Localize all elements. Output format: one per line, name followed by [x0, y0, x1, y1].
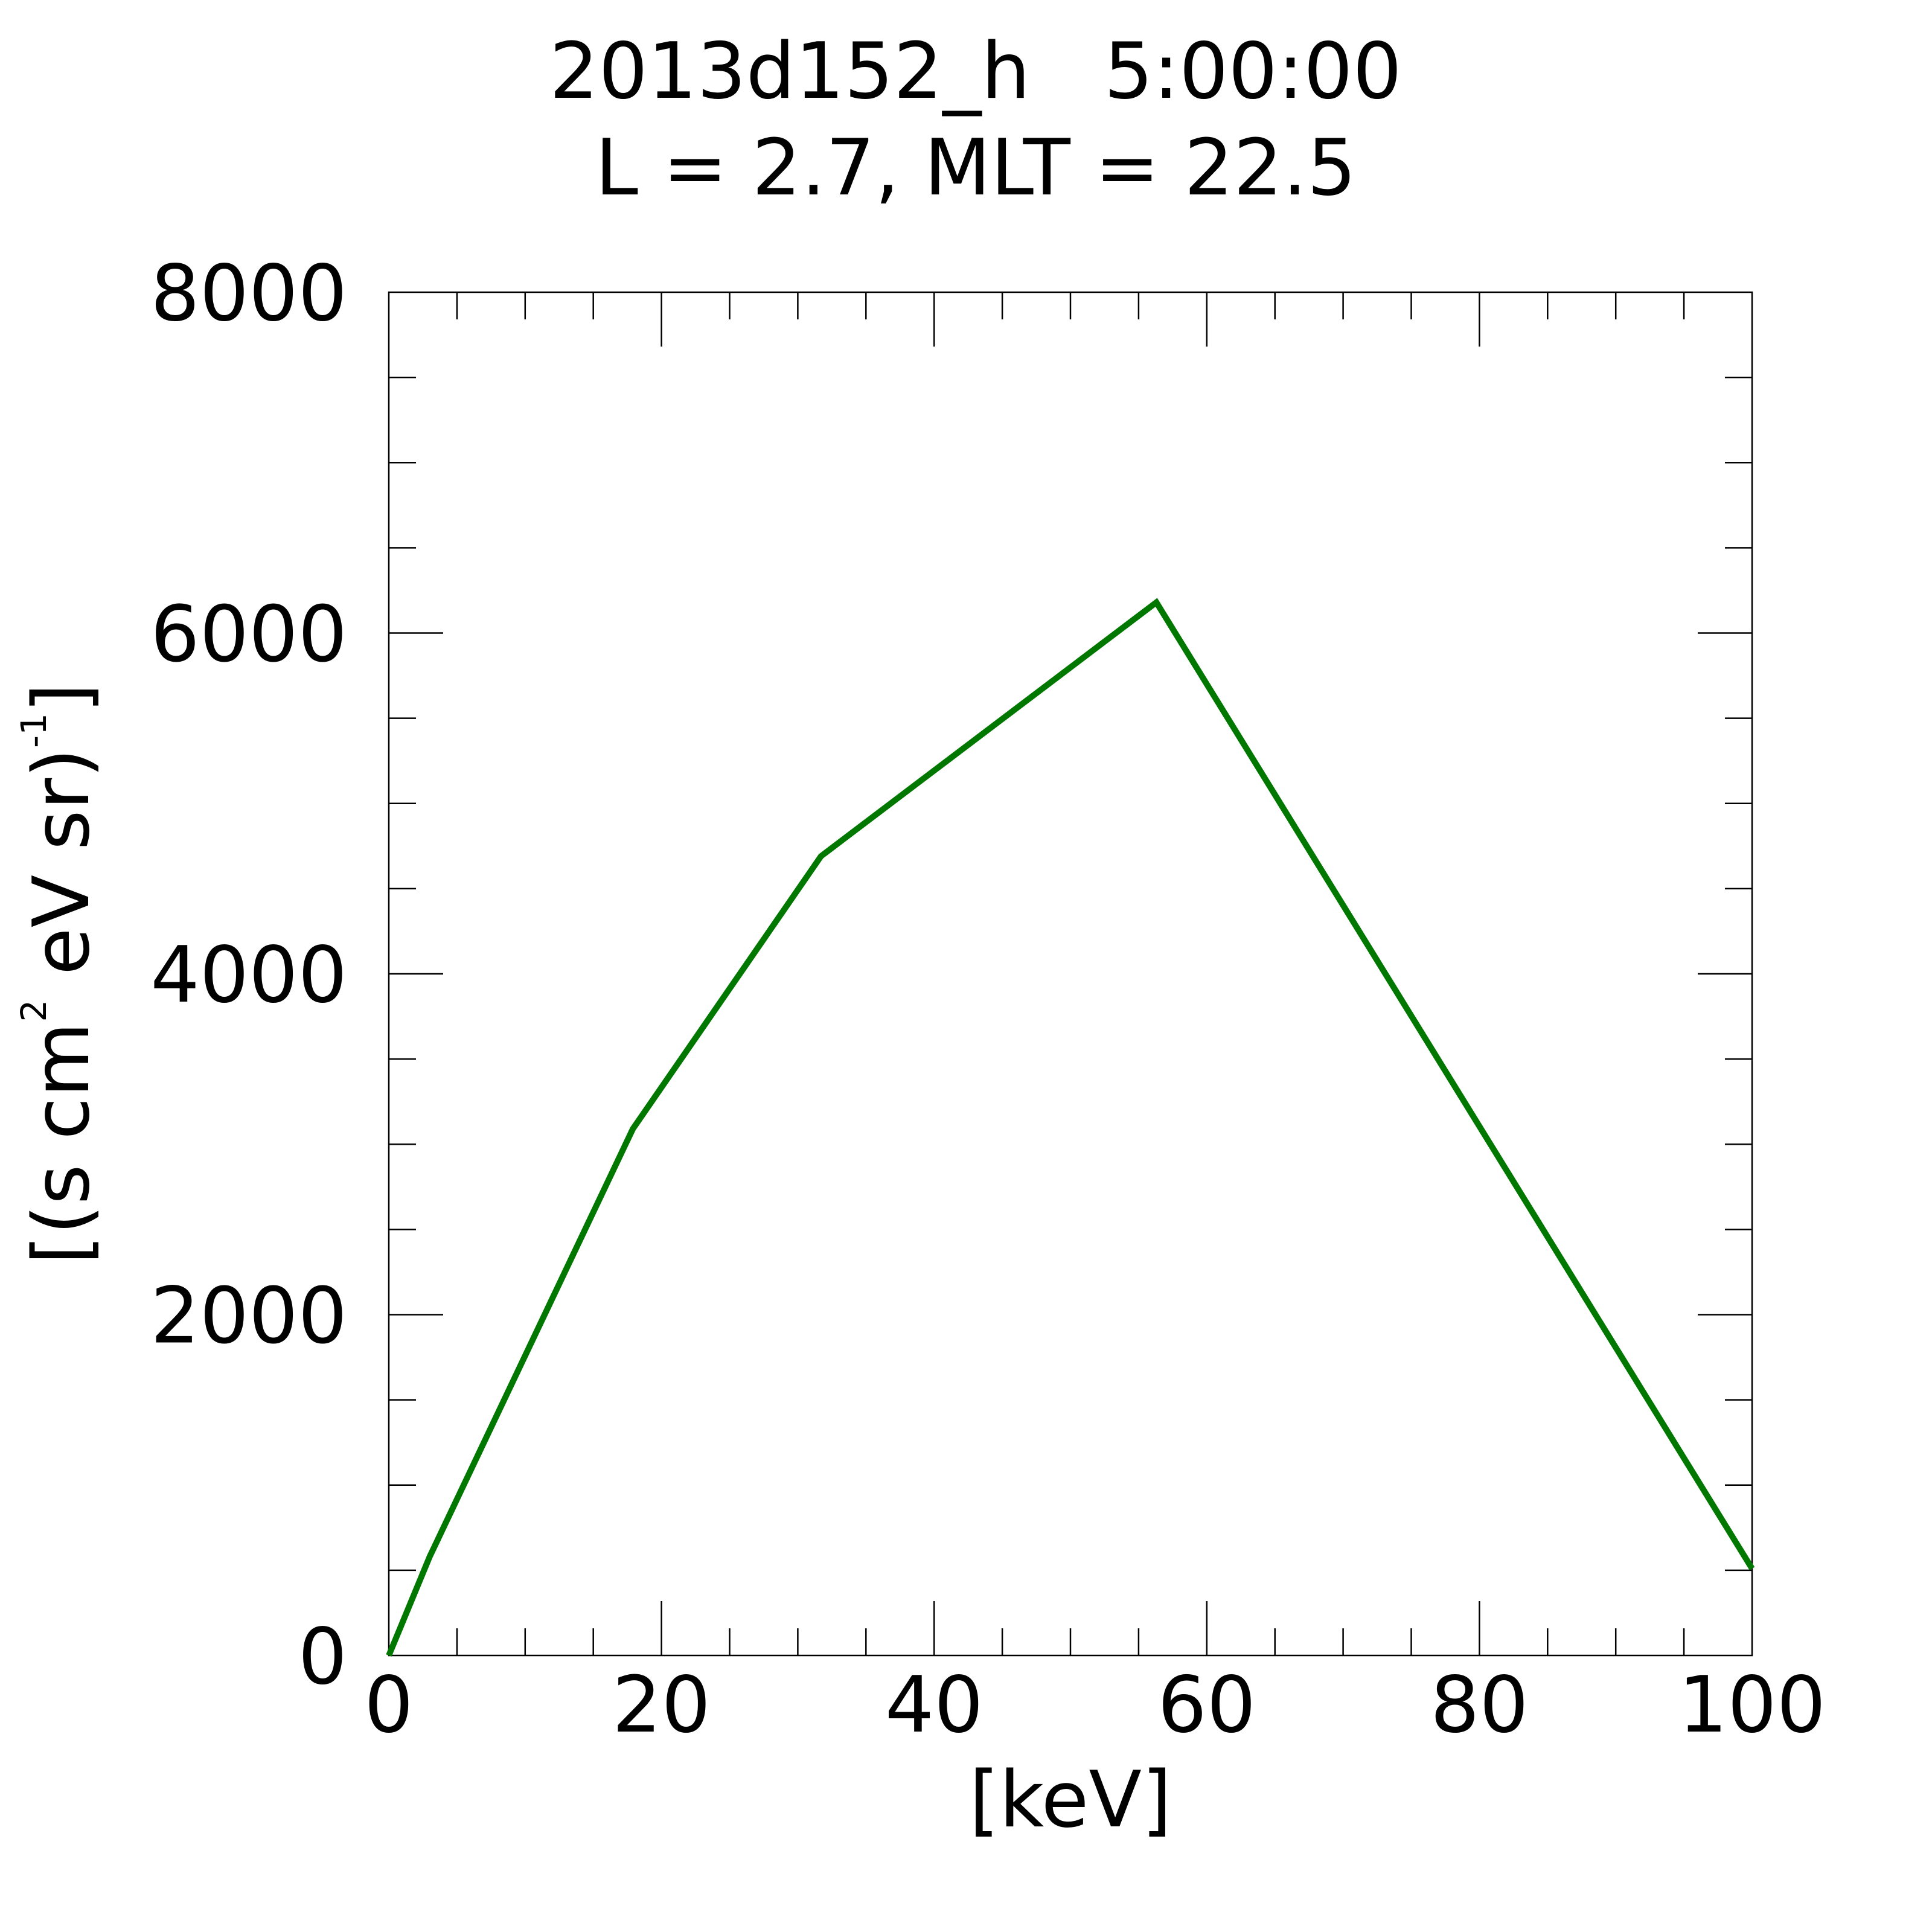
- y-tick-label: 6000: [150, 590, 347, 680]
- tick-labels: 0 20 40 60 80 100 0 2000 4000 6000 8000: [150, 249, 1826, 1750]
- x-tick-label: 100: [1678, 1660, 1826, 1750]
- y-axis-title-sup2: -1: [13, 713, 54, 748]
- x-tick-label: 80: [1430, 1660, 1529, 1750]
- x-tick-label: 20: [612, 1660, 711, 1750]
- y-axis-title-sup1: 2: [13, 1000, 54, 1022]
- x-tick-label: 40: [885, 1660, 984, 1750]
- y-axis-title: [(s cm2 eV sr)-1]: [13, 683, 107, 1265]
- series-line: [386, 598, 1755, 1657]
- x-tick-label: 60: [1157, 1660, 1256, 1750]
- axis-ticks: [389, 292, 1752, 1655]
- x-axis-title: [keV]: [969, 1755, 1172, 1845]
- y-tick-label: 8000: [150, 249, 347, 339]
- plot-frame: [388, 291, 1753, 1657]
- y-axis-title-part1: [(s cm: [17, 1022, 107, 1265]
- y-tick-label: 2000: [150, 1271, 347, 1361]
- x-tick-label: 0: [364, 1660, 413, 1750]
- y-axis-title-part3: ]: [17, 683, 107, 713]
- y-tick-label: 4000: [150, 930, 347, 1020]
- y-axis-title-part2: eV sr): [17, 748, 107, 1000]
- chart-title-line2: L = 2.7, MLT = 22.5: [595, 123, 1357, 213]
- y-tick-label: 0: [298, 1612, 347, 1702]
- chart-title-line1: 2013d152_h 5:00:00: [549, 27, 1402, 117]
